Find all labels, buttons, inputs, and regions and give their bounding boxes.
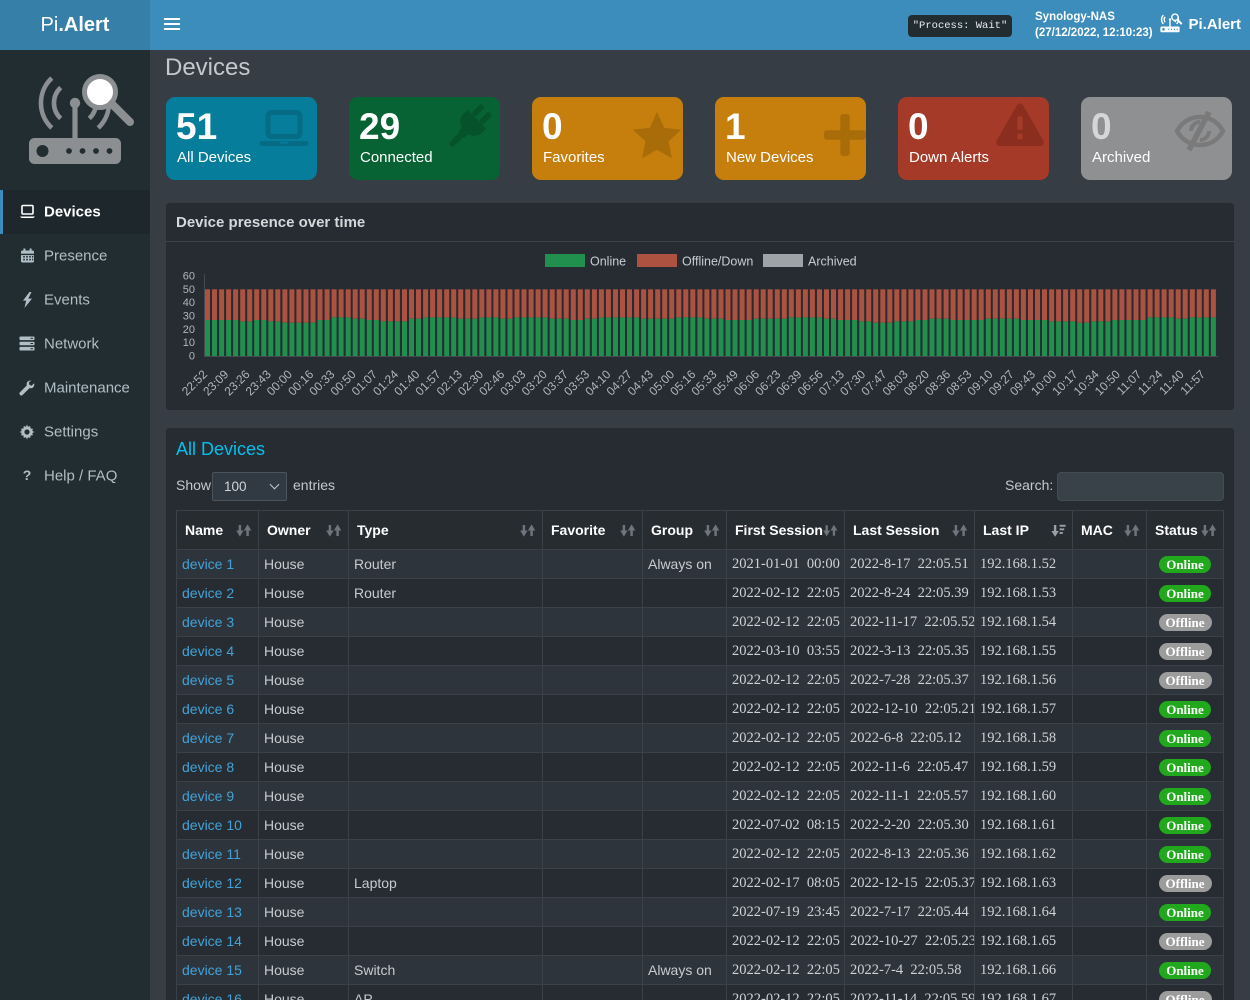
svg-text:10: 10: [183, 337, 195, 349]
svg-text:30: 30: [183, 311, 195, 323]
svg-text:0: 0: [189, 351, 195, 363]
svg-text:Offline/Down: Offline/Down: [682, 255, 753, 269]
svg-text:60: 60: [183, 271, 195, 283]
svg-text:20: 20: [183, 324, 195, 336]
svg-text:40: 40: [183, 297, 195, 309]
svg-text:11:57: 11:57: [1177, 367, 1208, 398]
svg-text:50: 50: [183, 284, 195, 296]
svg-text:Archived: Archived: [808, 255, 857, 269]
svg-text:Online: Online: [590, 255, 626, 269]
